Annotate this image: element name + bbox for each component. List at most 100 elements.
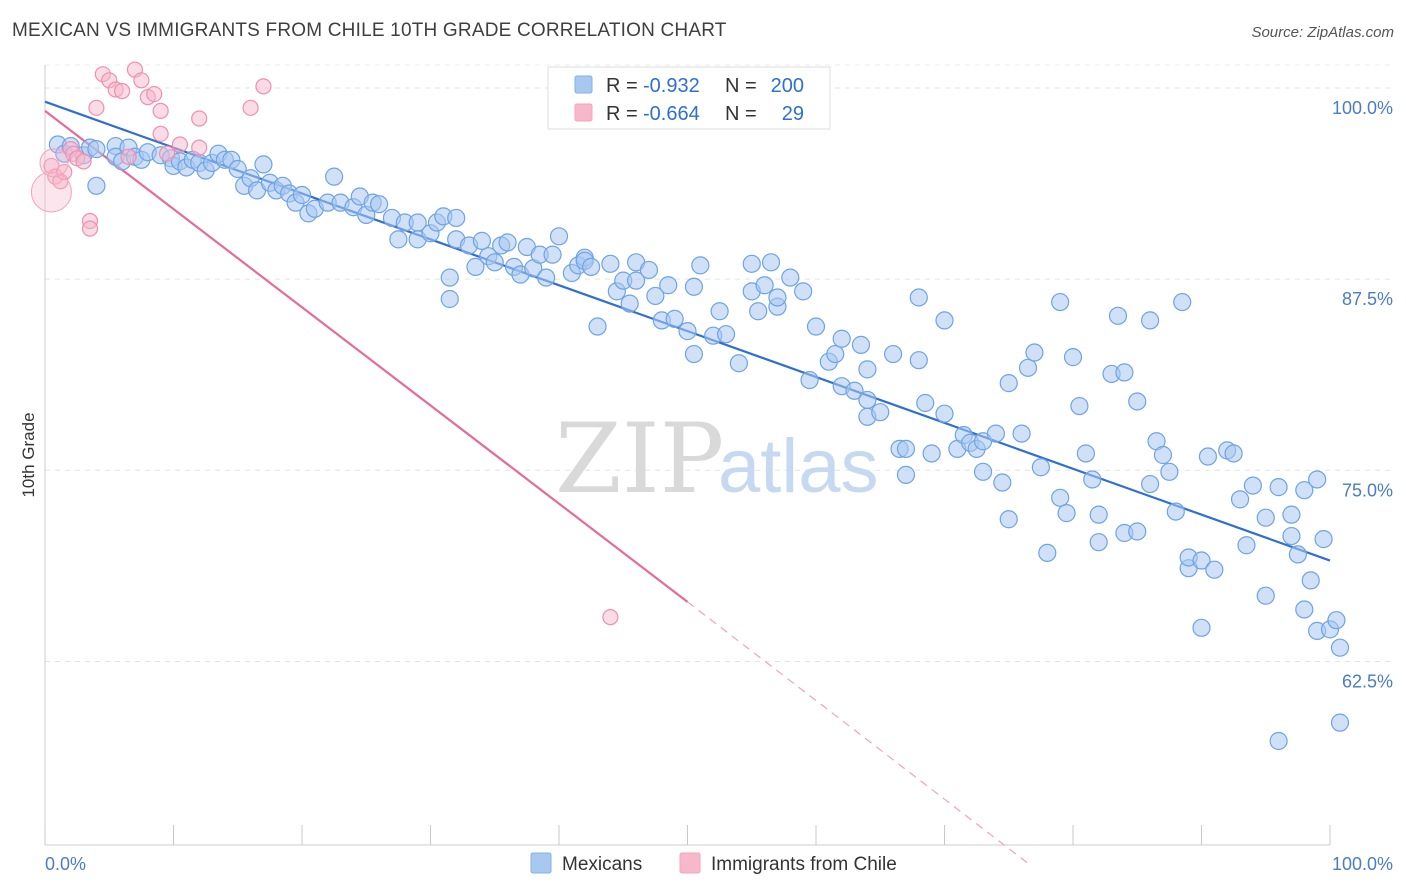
point-mexicans-127 bbox=[922, 444, 941, 463]
point-mexicans-87 bbox=[646, 286, 665, 306]
chart-title: MEXICAN VS IMMIGRANTS FROM CHILE 10TH GR… bbox=[12, 20, 727, 41]
trend-line-chile bbox=[44, 110, 689, 603]
point-mexicans-108 bbox=[800, 370, 819, 390]
point-mexicans-114 bbox=[845, 381, 864, 400]
point-mexicans-107 bbox=[794, 282, 813, 301]
point-mexicans-48 bbox=[389, 230, 408, 249]
point-mexicans-123 bbox=[896, 465, 916, 484]
point-chile-19 bbox=[146, 85, 163, 103]
legend-r-label-2: R = bbox=[606, 103, 638, 125]
point-mexicans-102 bbox=[755, 276, 774, 295]
legend-n-value-2: 29 bbox=[782, 103, 804, 125]
point-mexicans-180 bbox=[1269, 478, 1288, 497]
point-chile-21 bbox=[152, 125, 169, 142]
point-mexicans-96 bbox=[710, 302, 729, 321]
point-mexicans-89 bbox=[659, 276, 678, 295]
point-mexicans-143 bbox=[1031, 458, 1050, 477]
point-mexicans-129 bbox=[935, 404, 954, 423]
legend-r-label-1: R = bbox=[606, 75, 638, 97]
point-mexicans-178 bbox=[1256, 508, 1275, 527]
point-mexicans-120 bbox=[883, 344, 903, 364]
point-mexicans-155 bbox=[1108, 306, 1128, 325]
point-mexicans-189 bbox=[1308, 470, 1327, 489]
point-mexicans-187 bbox=[1301, 571, 1320, 590]
y-tick-label-0: 62.5% bbox=[1342, 671, 1393, 691]
point-mexicans-98 bbox=[729, 354, 749, 373]
point-mexicans-175 bbox=[1230, 490, 1250, 509]
legend-n-label-2: N = bbox=[725, 103, 757, 125]
series-legend: Mexicans Immigrants from Chile bbox=[530, 852, 897, 875]
point-mexicans-6 bbox=[87, 176, 106, 195]
point-mexicans-135 bbox=[973, 462, 993, 481]
point-mexicans-136 bbox=[986, 424, 1006, 443]
point-mexicans-86 bbox=[639, 260, 659, 280]
watermark-zip: ZIP bbox=[555, 403, 724, 515]
point-chile-26 bbox=[242, 99, 259, 116]
point-mexicans-94 bbox=[691, 256, 710, 275]
point-mexicans-5 bbox=[87, 140, 106, 159]
legend-r-value-1: -0.932 bbox=[643, 75, 700, 97]
point-mexicans-183 bbox=[1282, 526, 1301, 546]
point-mexicans-166 bbox=[1173, 292, 1192, 312]
point-mexicans-161 bbox=[1140, 474, 1160, 494]
y-axis-label: 10th Grade bbox=[19, 412, 38, 497]
point-mexicans-141 bbox=[1018, 358, 1038, 377]
point-mexicans-170 bbox=[1192, 618, 1211, 637]
point-mexicans-117 bbox=[858, 390, 877, 410]
point-mexicans-106 bbox=[781, 268, 800, 287]
point-chile-25 bbox=[191, 139, 208, 156]
y-tick-label-2: 87.5% bbox=[1342, 289, 1393, 309]
point-mexicans-58 bbox=[447, 208, 466, 228]
point-mexicans-194 bbox=[1330, 638, 1350, 657]
point-mexicans-97 bbox=[716, 325, 736, 344]
point-mexicans-65 bbox=[498, 233, 517, 252]
point-mexicans-160 bbox=[1140, 311, 1160, 330]
point-mexicans-26 bbox=[228, 159, 247, 179]
point-mexicans-90 bbox=[665, 309, 684, 328]
point-mexicans-149 bbox=[1070, 396, 1089, 416]
point-mexicans-60 bbox=[466, 257, 485, 276]
point-mexicans-84 bbox=[626, 271, 646, 290]
point-mexicans-182 bbox=[1282, 505, 1301, 524]
bottom-legend-swatch-mexicans bbox=[530, 852, 552, 874]
point-mexicans-40 bbox=[325, 167, 344, 186]
point-mexicans-171 bbox=[1198, 447, 1218, 466]
point-mexicans-128 bbox=[935, 311, 954, 330]
point-mexicans-139 bbox=[999, 510, 1018, 529]
point-mexicans-63 bbox=[485, 253, 504, 272]
point-mexicans-101 bbox=[749, 302, 768, 321]
y-tick-label-3: 100.0% bbox=[1332, 98, 1393, 118]
point-mexicans-190 bbox=[1314, 530, 1333, 549]
point-mexicans-179 bbox=[1256, 586, 1275, 605]
point-mexicans-148 bbox=[1063, 348, 1083, 367]
point-mexicans-36 bbox=[292, 185, 312, 205]
point-chile-7 bbox=[75, 153, 92, 170]
point-mexicans-153 bbox=[1089, 505, 1108, 524]
point-mexicans-140 bbox=[1012, 424, 1031, 443]
legend-swatch-chile bbox=[574, 103, 593, 122]
bottom-legend-label-mexicans: Mexicans bbox=[562, 854, 642, 875]
legend-n-value-1: 200 bbox=[771, 75, 804, 97]
point-mexicans-151 bbox=[1083, 470, 1102, 489]
point-mexicans-111 bbox=[826, 344, 845, 364]
point-mexicans-174 bbox=[1224, 444, 1243, 463]
point-mexicans-80 bbox=[601, 254, 620, 273]
point-mexicans-150 bbox=[1076, 444, 1095, 463]
chile-points bbox=[30, 61, 619, 626]
point-mexicans-30 bbox=[254, 155, 273, 174]
point-mexicans-103 bbox=[761, 253, 781, 272]
point-mexicans-112 bbox=[832, 329, 851, 348]
trend-line-chile-extension bbox=[687, 601, 1029, 864]
point-chile-large-1 bbox=[39, 148, 69, 178]
point-chile-9 bbox=[81, 220, 99, 237]
point-mexicans-93 bbox=[684, 277, 704, 296]
bottom-legend-swatch-chile bbox=[679, 852, 701, 874]
point-mexicans-61 bbox=[472, 231, 491, 250]
point-chile-23 bbox=[171, 136, 189, 153]
point-mexicans-92 bbox=[684, 344, 704, 364]
point-mexicans-116 bbox=[858, 360, 877, 379]
point-chile-15 bbox=[120, 148, 137, 165]
point-chile-24 bbox=[191, 110, 208, 127]
axis-layer bbox=[44, 65, 1331, 846]
